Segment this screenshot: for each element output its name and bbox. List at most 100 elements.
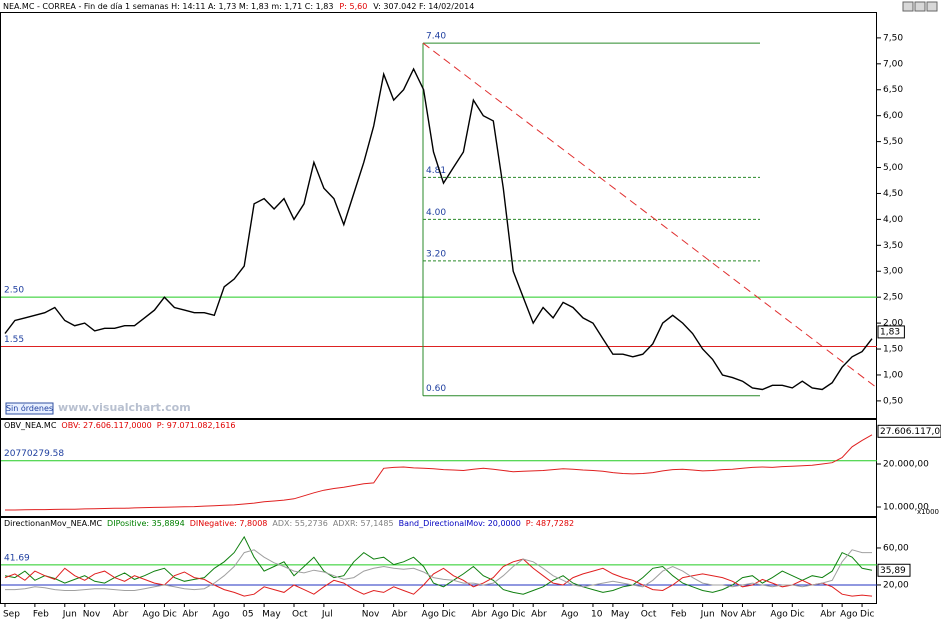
y-tick-label: 3,00 bbox=[883, 267, 903, 277]
last-value-box bbox=[877, 424, 941, 438]
maximize-button[interactable] bbox=[914, 1, 926, 12]
y-tick-label: 2,00 bbox=[883, 319, 903, 329]
y-tick-label: 6,00 bbox=[883, 111, 903, 121]
y-tick-label: 5,50 bbox=[883, 137, 903, 147]
header-part: V: 307.042 F: 14/02/2014 bbox=[373, 2, 474, 11]
x-tick-label: Abr bbox=[392, 610, 408, 620]
x-tick-label: Dic bbox=[790, 610, 804, 620]
watermark: www.visualchart.com bbox=[58, 401, 191, 414]
orders-button[interactable] bbox=[5, 402, 54, 415]
y-tick-label: 1,00 bbox=[883, 370, 903, 380]
x-tick-label: Sep bbox=[3, 610, 20, 620]
y-tick-label: 7,50 bbox=[883, 33, 903, 43]
readout-part: Band_DirectionalMov: 20,0000 bbox=[399, 519, 521, 528]
x-tick-label: Dic bbox=[860, 610, 874, 620]
x-tick-label: Oct bbox=[641, 610, 657, 620]
orders-button-label: Sin órdenes bbox=[6, 403, 53, 413]
readout-part: OBV_NEA.MC bbox=[4, 421, 57, 430]
x-tick-label: Ago bbox=[770, 610, 788, 620]
x-tick-label: Nov bbox=[721, 610, 739, 620]
last-value-box bbox=[877, 325, 905, 339]
x-tick-label: Ago bbox=[143, 610, 161, 620]
x-tick-label: Feb bbox=[33, 610, 49, 620]
y-tick-label: 0,50 bbox=[883, 396, 903, 406]
y-tick-label: 4,50 bbox=[883, 189, 903, 199]
panel-readout: DirectionanMov_NEA.MC DIPositive: 35,8894… bbox=[4, 519, 574, 528]
x-tick-label: Ago bbox=[561, 610, 579, 620]
close-button[interactable] bbox=[926, 1, 938, 12]
level-label: 20770279.58 bbox=[4, 449, 64, 459]
price-panel bbox=[0, 12, 877, 419]
x-tick-label: Ago bbox=[422, 610, 440, 620]
trendline bbox=[422, 42, 878, 389]
last-value-label: 27.606.117,00 bbox=[880, 427, 941, 437]
fib-label: 4.81 bbox=[426, 166, 446, 176]
x-tick-label: Abr bbox=[471, 610, 487, 620]
readout-part: DirectionanMov_NEA.MC bbox=[4, 519, 102, 528]
y-tick-label: 5,00 bbox=[883, 163, 903, 173]
x-tick-label: Ago bbox=[840, 610, 858, 620]
x-tick-label: Jul bbox=[321, 610, 333, 620]
minimize-button[interactable] bbox=[902, 1, 914, 12]
y-tick-label: 2,50 bbox=[883, 293, 903, 303]
fib-label: 7.40 bbox=[426, 32, 446, 42]
x-tick-label: Dic bbox=[162, 610, 176, 620]
x-tick-label: Oct bbox=[292, 610, 308, 620]
x-tick-label: Nov bbox=[362, 610, 380, 620]
fib-label: 4.00 bbox=[426, 208, 446, 218]
header-part: P: 5,60 bbox=[339, 2, 367, 11]
x-tick-label: Jun bbox=[700, 610, 715, 620]
last-value-box bbox=[877, 563, 911, 577]
readout-part: DIPositive: 35,8894 bbox=[107, 519, 185, 528]
y-tick-label: 20,00 bbox=[883, 580, 909, 590]
y-tick-label: 10.000,00 bbox=[883, 503, 929, 513]
x-tick-label: Feb bbox=[671, 610, 687, 620]
series-line bbox=[5, 434, 873, 511]
series-line bbox=[4, 67, 873, 391]
x-tick-label: May bbox=[262, 610, 281, 620]
y-tick-label: 3,50 bbox=[883, 241, 903, 251]
level-label: 41.69 bbox=[4, 553, 30, 563]
level-label: 2.50 bbox=[4, 286, 24, 296]
y-tick-label: 4,00 bbox=[883, 215, 903, 225]
y-tick-label: 20.000,00 bbox=[883, 460, 929, 470]
x-tick-label: Ago bbox=[491, 610, 509, 620]
x-tick-label: 10 bbox=[591, 610, 603, 620]
x-tick-label: 05 bbox=[242, 610, 253, 620]
y-tick-label: 7,00 bbox=[883, 59, 903, 69]
readout-part: P: 97.071.082,1616 bbox=[157, 421, 236, 430]
series-line bbox=[4, 535, 873, 595]
readout-part: ADX: 55,2736 bbox=[272, 519, 327, 528]
header: NEA.MC - CORREA - Fin de día 1 semanas H… bbox=[3, 2, 474, 11]
series-line bbox=[4, 558, 873, 597]
y-tick-label: 60,00 bbox=[883, 543, 909, 553]
x-tick-label: Dic bbox=[511, 610, 525, 620]
y-tick-label: 1,50 bbox=[883, 345, 903, 355]
fib-label: 3.20 bbox=[426, 249, 446, 259]
x-tick-label: Abr bbox=[182, 610, 198, 620]
obv-panel bbox=[0, 419, 877, 517]
x-tick-label: Abr bbox=[531, 610, 547, 620]
x-tick-label: Nov bbox=[83, 610, 101, 620]
panel-readout: OBV_NEA.MC OBV: 27.606.117,0000 P: 97.071.… bbox=[4, 421, 236, 430]
x-tick-label: Abr bbox=[113, 610, 129, 620]
readout-part: P: 487,7282 bbox=[526, 519, 574, 528]
y-tick-label: 6,50 bbox=[883, 85, 903, 95]
dmi-panel bbox=[0, 517, 877, 604]
x-tick-label: Abr bbox=[820, 610, 836, 620]
fib-label: 0.60 bbox=[426, 384, 446, 394]
last-value-label: 35,89 bbox=[880, 566, 906, 576]
x-tick-label: Abr bbox=[740, 610, 756, 620]
readout-part: OBV: 27.606.117,0000 bbox=[61, 421, 151, 430]
x-tick-label: Ago bbox=[212, 610, 230, 620]
header-part: NEA.MC - CORREA - Fin de día 1 semanas H… bbox=[3, 2, 333, 11]
series-line bbox=[5, 549, 872, 591]
readout-part: DINegative: 7,8008 bbox=[190, 519, 268, 528]
last-value-label: 1,83 bbox=[880, 327, 900, 337]
readout-part: ADXR: 57,1485 bbox=[333, 519, 394, 528]
x-tick-label: Jun bbox=[62, 610, 77, 620]
x-tick-label: May bbox=[611, 610, 630, 620]
x-tick-label: Dic bbox=[441, 610, 455, 620]
